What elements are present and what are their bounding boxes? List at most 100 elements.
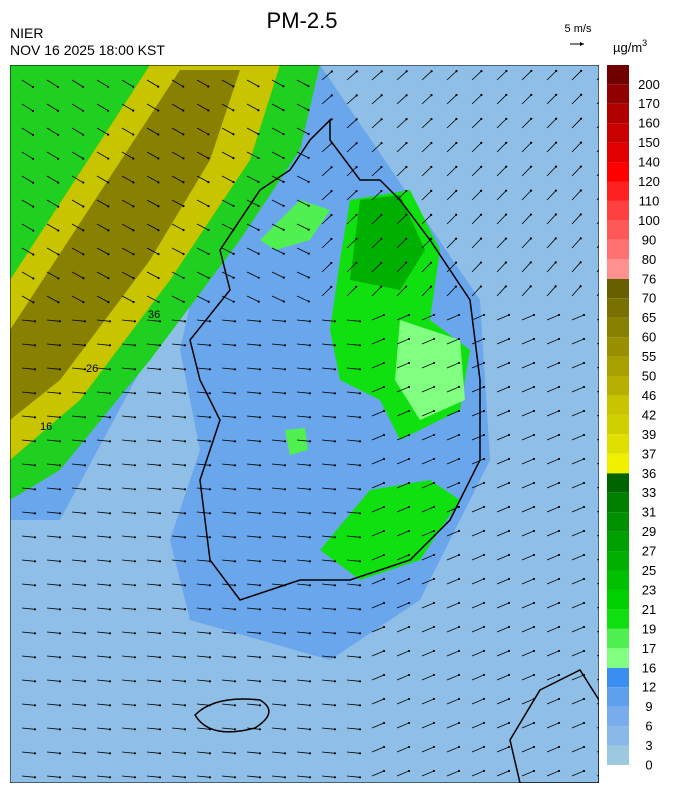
colorbar-label: 55	[642, 349, 656, 364]
wind-arrowhead	[182, 181, 185, 184]
wind-arrow	[146, 223, 159, 231]
wind-arrowhead	[133, 344, 137, 347]
wind-arrow	[446, 770, 460, 777]
wind-arrow	[271, 679, 285, 682]
colorbar-label: 65	[642, 310, 656, 325]
wind-arrow	[371, 190, 382, 201]
wind-arrowhead	[82, 181, 85, 184]
wind-arrowhead	[557, 577, 561, 581]
wind-arrow	[121, 751, 135, 754]
wind-arrow	[146, 343, 160, 346]
wind-arrowhead	[455, 70, 458, 73]
wind-arrow	[546, 410, 560, 417]
wind-arrow	[521, 142, 532, 153]
colorbar-label: 110	[639, 193, 660, 208]
wind-arrow	[21, 391, 35, 394]
wind-arrowhead	[407, 649, 411, 653]
wind-arrowhead	[382, 433, 386, 437]
wind-arrowhead	[108, 392, 112, 395]
wind-arrowhead	[457, 601, 461, 605]
wind-arrow	[371, 722, 385, 729]
wind-arrow	[221, 679, 235, 682]
wind-arrowhead	[308, 488, 312, 491]
wind-arrowhead	[358, 320, 362, 323]
colorbar-cell	[607, 123, 629, 143]
wind-arrow	[496, 286, 507, 297]
wind-arrowhead	[382, 361, 386, 365]
unit-sup: 3	[642, 38, 647, 48]
wind-arrow	[471, 626, 485, 633]
wind-arrowhead	[530, 93, 533, 96]
wind-arrowhead	[58, 536, 62, 539]
wind-arrow	[246, 655, 260, 658]
wind-arrow	[46, 511, 60, 514]
wind-arrowhead	[282, 180, 285, 184]
wind-arrowhead	[58, 488, 62, 491]
wind-arrow	[496, 458, 510, 465]
wind-arrow	[296, 103, 309, 111]
wind-arrow	[371, 602, 385, 609]
wind-arrow	[46, 391, 60, 394]
wind-arrow	[521, 434, 535, 441]
wind-arrowhead	[283, 608, 287, 611]
wind-arrowhead	[307, 228, 310, 231]
wind-arrow	[421, 626, 435, 633]
wind-arrow	[421, 602, 435, 609]
wind-arrow	[421, 70, 432, 81]
wind-arrowhead	[133, 704, 137, 707]
wind-arrowhead	[382, 769, 386, 773]
wind-arrowhead	[555, 69, 558, 72]
wind-arrowhead	[33, 416, 37, 419]
wind-arrow	[571, 578, 585, 585]
wind-arrowhead	[283, 392, 287, 395]
wind-arrowhead	[258, 416, 262, 419]
wind-arrow	[96, 343, 110, 346]
wind-arrowhead	[355, 70, 358, 73]
wind-arrow	[71, 199, 84, 207]
wind-arrow	[371, 314, 385, 321]
wind-arrowhead	[133, 656, 137, 659]
wind-arrow	[271, 103, 284, 111]
wind-arrowhead	[208, 728, 212, 731]
wind-arrow	[196, 391, 210, 394]
wind-arrow	[471, 506, 485, 513]
wind-arrow	[71, 559, 85, 562]
wind-arrowhead	[432, 313, 436, 317]
wind-arrowhead	[32, 301, 35, 304]
wind-arrow	[571, 386, 585, 393]
colorbar-cell	[607, 65, 629, 85]
wind-arrow	[521, 262, 532, 273]
wind-arrow	[196, 607, 210, 610]
wind-arrowhead	[432, 361, 436, 365]
wind-arrow	[96, 151, 109, 159]
wind-arrow	[171, 199, 184, 207]
wind-arrow	[471, 190, 482, 201]
wind-arrowhead	[208, 464, 212, 467]
wind-arrowhead	[532, 673, 536, 677]
wind-arrowhead	[532, 409, 536, 413]
wind-arrowhead	[158, 680, 162, 683]
colorbar-label: 76	[642, 271, 656, 286]
wind-arrow	[446, 674, 460, 681]
wind-arrowhead	[308, 512, 312, 515]
wind-arrowhead	[457, 337, 461, 341]
wind-arrow	[396, 70, 407, 81]
wind-arrow	[496, 434, 510, 441]
wind-arrow	[96, 727, 110, 730]
wind-arrow	[496, 262, 507, 273]
colorbar-cell	[607, 473, 629, 493]
colorbar-cell	[607, 667, 629, 688]
wind-arrowhead	[133, 776, 137, 779]
wind-arrow	[321, 415, 335, 418]
wind-arrow	[446, 650, 460, 657]
wind-arrow	[496, 142, 507, 153]
wind-arrowhead	[157, 229, 160, 232]
wind-arrow	[496, 94, 507, 105]
wind-arrow	[171, 775, 185, 778]
wind-arrow	[121, 775, 135, 778]
wind-arrowhead	[208, 344, 212, 347]
wind-arrow	[496, 482, 510, 489]
wind-arrowhead	[532, 553, 536, 557]
wind-arrow	[346, 775, 360, 778]
wind-arrow	[571, 338, 585, 345]
